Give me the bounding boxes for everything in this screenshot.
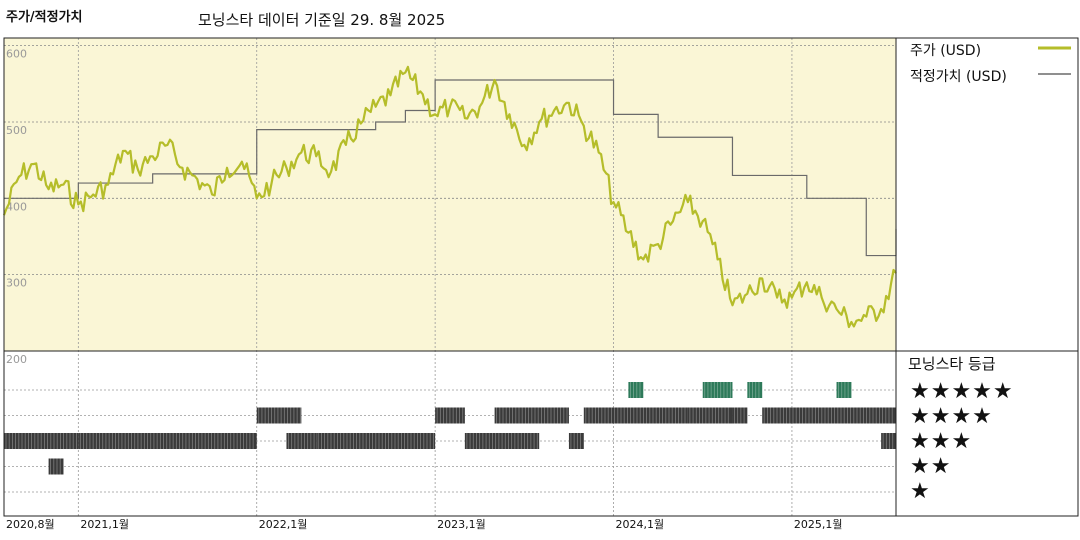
rating-4-stars: ★★★★ <box>910 404 993 429</box>
rating-bar-fill <box>762 407 896 424</box>
rating-bar-2-star <box>48 458 64 475</box>
rating-bar-fill <box>747 382 763 398</box>
outer-border <box>3 37 1079 517</box>
rating-bar-fill <box>435 407 465 424</box>
rating-bar-4-star <box>687 407 733 424</box>
rating-bar-fill <box>78 433 257 449</box>
rating-bar-fill <box>583 407 688 424</box>
rating-bar-fill <box>316 433 436 449</box>
x-tick-label: 2023,1월 <box>437 518 486 531</box>
rating-1-star: ★ <box>910 479 931 504</box>
rating-bar-3-star <box>78 433 257 449</box>
rating-bar-fill <box>494 407 569 424</box>
rating-bar-4-star <box>732 407 748 424</box>
chart-frame <box>3 37 1079 517</box>
y-axis-ticks: 600 500 400 300 200 <box>6 48 27 366</box>
x-tick-label: 2024,1월 <box>616 518 665 531</box>
rating-bar-fill <box>881 433 896 449</box>
rating-bar-4-star <box>583 407 688 424</box>
rating-bar-5-star <box>747 382 763 398</box>
rating-bar-fill <box>464 433 540 449</box>
fair-value-line <box>4 79 897 257</box>
y-tick-label: 200 <box>6 353 27 366</box>
y-tick-label: 500 <box>6 124 27 137</box>
rating-bar-5-star <box>702 382 733 398</box>
y-tick-label: 300 <box>6 277 27 290</box>
rating-bar-4-star <box>435 407 465 424</box>
rating-bar-3-star <box>568 433 584 449</box>
x-tick-label: 2022,1월 <box>259 518 308 531</box>
rating-bar-3-star <box>464 433 540 449</box>
legend-fair-value-label: 적정가치 (USD) <box>910 69 1007 85</box>
data-date-subtitle: 모닝스타 데이터 기준일 29. 8월 2025 <box>198 11 446 29</box>
rating-bar-fill <box>836 382 852 398</box>
rating-bar-fill <box>702 382 733 398</box>
rating-bar-fill <box>568 433 584 449</box>
rating-bar-4-star <box>494 407 569 424</box>
rating-bar-5-star <box>628 382 644 398</box>
rating-bar-fill <box>732 407 748 424</box>
rating-bar-4-star <box>762 407 896 424</box>
y-tick-label: 600 <box>6 48 27 61</box>
rating-bar-4-star <box>256 407 302 424</box>
rating-bar-fill <box>4 433 79 449</box>
rating-bar-fill <box>628 382 644 398</box>
x-axis-ticks: 2020,8월 2021,1월 2022,1월 2023,1월 2024,1월 2025,… <box>6 518 843 531</box>
price-line <box>2 65 897 329</box>
rating-bar-fill <box>256 407 302 424</box>
x-tick-label: 2021,1월 <box>80 518 129 531</box>
plot-background <box>4 38 896 351</box>
rating-bar-3-star <box>286 433 317 449</box>
rating-5-stars: ★★★★★ <box>910 379 1014 404</box>
rating-bar-fill <box>48 458 64 475</box>
chart-title: 주가/적정가치 <box>6 10 83 25</box>
rating-bar-fill <box>286 433 317 449</box>
rating-bar-3-star <box>881 433 896 449</box>
rating-panel-title: 모닝스타 등급 <box>908 355 996 373</box>
rating-bar-5-star <box>836 382 852 398</box>
rating-2-stars: ★★ <box>910 454 952 479</box>
rating-history <box>4 382 896 475</box>
x-tick-label: 2025,1월 <box>794 518 843 531</box>
rating-bar-3-star <box>316 433 436 449</box>
rating-bar-3-star <box>4 433 79 449</box>
rating-bar-fill <box>687 407 733 424</box>
rating-3-stars: ★★★ <box>910 429 973 454</box>
y-tick-label: 400 <box>6 200 27 213</box>
x-tick-label: 2020,8월 <box>6 518 55 531</box>
legend-price-label: 주가 (USD) <box>910 43 982 59</box>
